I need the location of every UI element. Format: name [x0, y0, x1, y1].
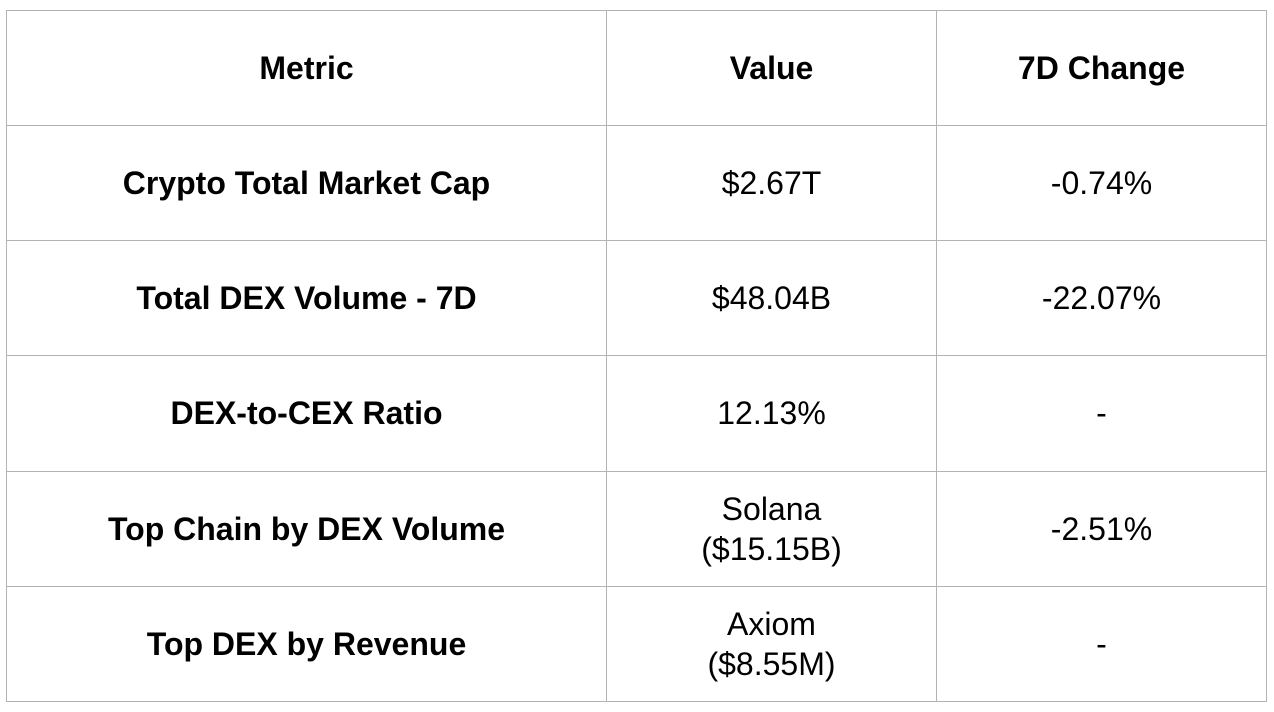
- table-header-row: Metric Value 7D Change: [6, 10, 1267, 126]
- value-text-name: Solana: [721, 490, 822, 527]
- metric-cell: Top DEX by Revenue: [6, 585, 607, 703]
- table-row: Top Chain by DEX Volume Solana ($15.15B)…: [6, 470, 1267, 587]
- header-metric: Metric: [6, 10, 607, 126]
- value-text-amount: ($8.55M): [707, 645, 836, 682]
- value-text-name: Axiom: [727, 605, 816, 642]
- table-row: Crypto Total Market Cap $2.67T -0.74%: [6, 124, 1267, 242]
- table-row: DEX-to-CEX Ratio 12.13% -: [6, 355, 1267, 472]
- header-value: Value: [606, 10, 937, 126]
- metric-cell: DEX-to-CEX Ratio: [6, 355, 607, 472]
- value-cell: 12.13%: [606, 355, 937, 472]
- table-row: Total DEX Volume - 7D $48.04B -22.07%: [6, 240, 1267, 357]
- value-cell: $2.67T: [606, 124, 937, 242]
- value-cell: $48.04B: [606, 240, 937, 357]
- change-cell: -22.07%: [936, 240, 1267, 357]
- change-cell: -: [936, 585, 1267, 703]
- metric-cell: Total DEX Volume - 7D: [6, 240, 607, 357]
- value-text-amount: ($15.15B): [701, 530, 842, 567]
- change-cell: -: [936, 355, 1267, 472]
- value-text: $2.67T: [721, 165, 822, 202]
- change-cell: -2.51%: [936, 470, 1267, 587]
- metric-cell: Crypto Total Market Cap: [6, 124, 607, 242]
- table-row: Top DEX by Revenue Axiom ($8.55M) -: [6, 585, 1267, 703]
- metrics-table: Metric Value 7D Change Crypto Total Mark…: [6, 10, 1267, 703]
- value-text: 12.13%: [717, 395, 826, 432]
- value-cell: Solana ($15.15B): [606, 470, 937, 587]
- value-text: $48.04B: [711, 280, 832, 317]
- metric-cell: Top Chain by DEX Volume: [6, 470, 607, 587]
- value-cell: Axiom ($8.55M): [606, 585, 937, 703]
- header-7d-change: 7D Change: [936, 10, 1267, 126]
- change-cell: -0.74%: [936, 124, 1267, 242]
- metrics-table-container: Metric Value 7D Change Crypto Total Mark…: [6, 10, 1267, 703]
